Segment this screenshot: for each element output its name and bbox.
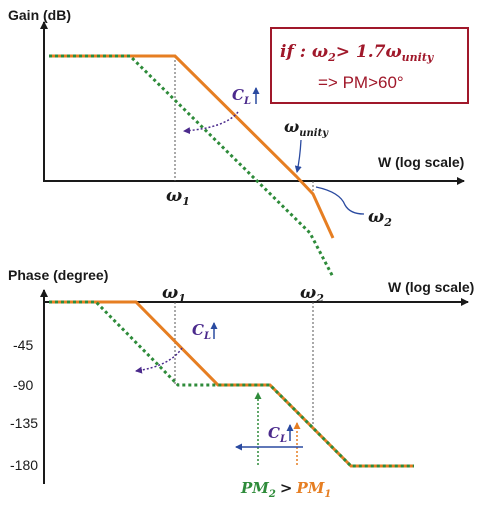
phase-x-axis-label: W (log scale) (388, 279, 474, 295)
gain-cl-arrow (183, 111, 239, 135)
gain-omega1-label: ω1 (166, 186, 190, 208)
condition-box (270, 27, 469, 104)
phase-cl-label-1: CL (192, 321, 211, 342)
phase-omega2-label: ω2 (300, 283, 324, 305)
gain-omega-unity-pointer (294, 139, 302, 173)
pm-comparison-label: PM2 > PM1 (240, 479, 331, 500)
phase-cl-label-2: CL (268, 424, 287, 445)
condition-line1: if : ω2> 1.7ωunity (280, 42, 435, 64)
phase-tick--45: -45 (13, 337, 33, 353)
gain-omega2-label: ω2 (368, 207, 392, 229)
gain-omega2-pointer (315, 186, 365, 215)
phase-tick--135: -135 (10, 415, 38, 431)
phase-tick--90: -90 (13, 377, 33, 393)
phase-omega1-label: ω1 (162, 283, 186, 305)
gain-x-axis-label: W (log scale) (378, 154, 464, 170)
phase-plot: Phase (degree) W (log scale) -45 -90 -13… (8, 267, 474, 500)
gain-cl-label: CL (232, 86, 251, 107)
condition-line2: => PM>60° (318, 73, 404, 92)
gain-plot: Gain (dB) W (log scale) CL ω1 ωunity ω2 … (8, 7, 469, 278)
phase-tick--180: -180 (10, 457, 38, 473)
gain-omega-unity-label: ωunity (284, 117, 329, 139)
gain-y-axis-label: Gain (dB) (8, 7, 71, 23)
phase-curve-green (49, 300, 414, 468)
phase-y-axis-label: Phase (degree) (8, 267, 108, 283)
gain-curve-orange (49, 54, 335, 239)
